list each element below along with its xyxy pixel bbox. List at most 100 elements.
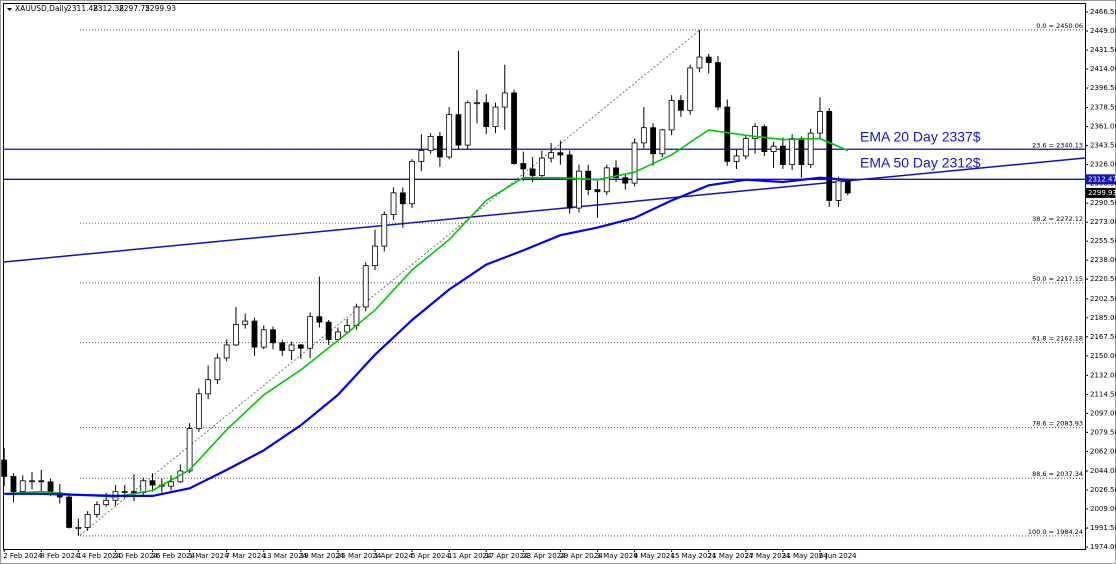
candle-body bbox=[807, 132, 814, 166]
candle-body bbox=[483, 102, 490, 128]
x-tick-label: 26 Feb 2024 bbox=[152, 552, 196, 560]
candle-body bbox=[835, 180, 842, 201]
candle-body bbox=[362, 265, 369, 308]
candle-body bbox=[103, 499, 110, 506]
x-tick-label: 1 Apr 2024 bbox=[374, 552, 413, 560]
candle-body bbox=[205, 379, 212, 395]
x-tick-label: 5 Apr 2024 bbox=[411, 552, 450, 560]
y-tick-label: 2290.50 bbox=[1090, 199, 1116, 207]
candle-body bbox=[844, 179, 851, 194]
candle-body bbox=[761, 126, 768, 152]
x-tick-label: 11 Apr 2024 bbox=[448, 552, 492, 560]
x-tick-label: 3 May 2024 bbox=[596, 552, 638, 560]
y-tick-label: 2114.50 bbox=[1090, 390, 1116, 398]
candle-body bbox=[38, 480, 45, 483]
candle-body bbox=[325, 321, 332, 340]
ema20-annotation: EMA 20 Day 2337$ bbox=[860, 129, 981, 145]
candle-body bbox=[418, 150, 425, 162]
x-tick-label: 7 Mar 2024 bbox=[226, 552, 266, 560]
candle-body bbox=[214, 357, 221, 381]
candle-body bbox=[455, 114, 462, 146]
candle-body bbox=[335, 331, 341, 340]
candle-body bbox=[29, 480, 35, 483]
candle-body bbox=[594, 189, 601, 193]
candle-body bbox=[659, 129, 666, 155]
candle-body bbox=[307, 316, 314, 349]
candle-body bbox=[47, 481, 54, 494]
price-box bbox=[1085, 187, 1115, 198]
x-tick-label: 6 Jun 2024 bbox=[819, 552, 857, 560]
candle-body bbox=[576, 170, 582, 209]
x-tick-label: 8 Feb 2024 bbox=[40, 552, 80, 560]
candle-body bbox=[566, 154, 573, 209]
candle-body bbox=[251, 320, 258, 348]
candle-body bbox=[474, 102, 480, 105]
y-tick-label: 2062.00 bbox=[1090, 447, 1116, 455]
candle-body bbox=[501, 92, 508, 108]
y-tick-label: 2220.50 bbox=[1090, 275, 1116, 283]
candle-body bbox=[1, 459, 8, 477]
menu-triangle bbox=[7, 8, 12, 11]
candle-body bbox=[399, 192, 406, 205]
candle-body bbox=[427, 135, 434, 151]
y-tick-label: 2202.50 bbox=[1090, 295, 1116, 303]
ema-line bbox=[4, 129, 849, 498]
y-tick-label: 2150.00 bbox=[1090, 352, 1116, 360]
x-tick-label: 27 May 2024 bbox=[745, 552, 791, 560]
candle-body bbox=[603, 167, 610, 193]
candle-body bbox=[279, 342, 286, 351]
fib-label: 38.2 = 2272.12 bbox=[1032, 215, 1083, 223]
price-box-label: 2299.93 bbox=[1088, 189, 1116, 197]
candle-body bbox=[316, 316, 323, 323]
candle-body bbox=[94, 504, 100, 515]
ohlc-close: 2299.93 bbox=[145, 4, 176, 13]
candle-body bbox=[631, 142, 638, 184]
y-tick-label: 2326.00 bbox=[1090, 161, 1116, 169]
y-tick-label: 2185.00 bbox=[1090, 314, 1116, 322]
candle-body bbox=[10, 475, 17, 492]
ohlc-low: 2297.75 bbox=[119, 4, 150, 13]
candle-body bbox=[446, 114, 453, 158]
price-box-label: 2312.47 bbox=[1088, 175, 1116, 183]
fib-label: 88.6 = 2037.34 bbox=[1032, 470, 1083, 478]
y-tick-label: 2079.50 bbox=[1090, 428, 1116, 436]
y-tick-label: 1974.00 bbox=[1090, 543, 1116, 551]
candle-body bbox=[622, 177, 629, 184]
x-tick-label: 1 Mar 2024 bbox=[189, 552, 229, 560]
candle-body bbox=[270, 329, 276, 344]
candle-body bbox=[678, 100, 684, 111]
y-tick-label: 2414.00 bbox=[1090, 65, 1116, 73]
candle-body bbox=[789, 138, 796, 166]
candle-body bbox=[195, 393, 202, 429]
x-tick-label: 23 Apr 2024 bbox=[522, 552, 566, 560]
candle-body bbox=[742, 138, 749, 157]
candle-body bbox=[66, 496, 72, 528]
x-tick-label: 20 Feb 2024 bbox=[114, 552, 158, 560]
y-tick-label: 2167.50 bbox=[1090, 333, 1116, 341]
chart-title: XAUUSD,Daily bbox=[15, 4, 69, 13]
y-tick-label: 2378.50 bbox=[1090, 104, 1116, 112]
fib-label: 100.0 = 1984.24 bbox=[1028, 528, 1083, 536]
y-tick-label: 2009.00 bbox=[1090, 505, 1116, 513]
candle-body bbox=[548, 152, 555, 159]
candle-body bbox=[436, 135, 443, 158]
fib-label: 23.6 = 2340.13 bbox=[1032, 141, 1083, 149]
y-tick-label: 2132.00 bbox=[1090, 371, 1116, 379]
candle-body bbox=[640, 127, 647, 144]
y-tick-label: 1991.50 bbox=[1090, 524, 1116, 532]
candle-body bbox=[733, 155, 740, 162]
x-tick-label: 25 Mar 2024 bbox=[337, 552, 382, 560]
candle-body bbox=[223, 344, 230, 359]
candle-body bbox=[381, 214, 388, 247]
candle-body bbox=[511, 92, 517, 164]
candle-body bbox=[84, 514, 91, 528]
x-tick-label: 19 Mar 2024 bbox=[300, 552, 345, 560]
candle-body bbox=[233, 323, 239, 346]
candle-body bbox=[372, 245, 378, 267]
candle-body bbox=[724, 106, 731, 162]
candle-body bbox=[613, 167, 619, 179]
candle-body bbox=[826, 110, 833, 201]
trendline bbox=[3, 157, 1086, 263]
candle-body bbox=[529, 168, 536, 176]
candle-body bbox=[585, 170, 592, 191]
